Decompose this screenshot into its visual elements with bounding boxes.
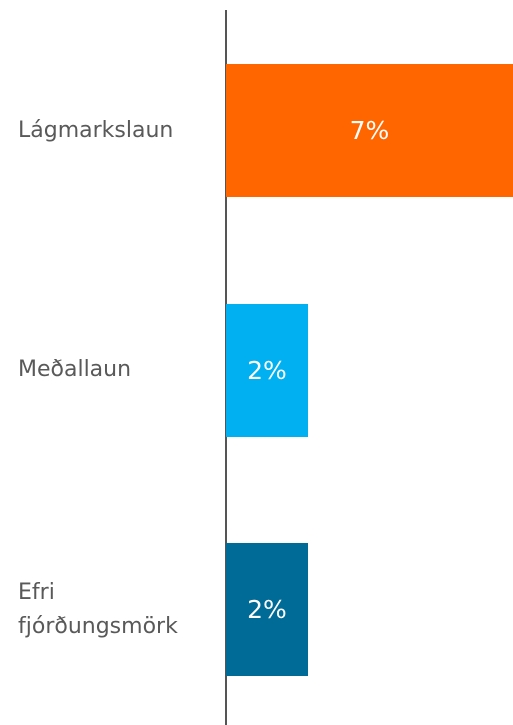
category-label: Meðallaun xyxy=(18,357,132,382)
category-label: Efri fjórðungsmörk xyxy=(18,579,178,639)
category-label: Lágmarkslaun xyxy=(18,117,174,143)
value-label: 7% xyxy=(349,116,390,145)
bar: 7% xyxy=(226,64,513,197)
bar: 2% xyxy=(226,543,308,676)
bar: 2% xyxy=(226,303,308,437)
value-label: 2% xyxy=(247,595,287,624)
value-label: 2% xyxy=(247,355,287,385)
axis-line xyxy=(225,10,227,725)
